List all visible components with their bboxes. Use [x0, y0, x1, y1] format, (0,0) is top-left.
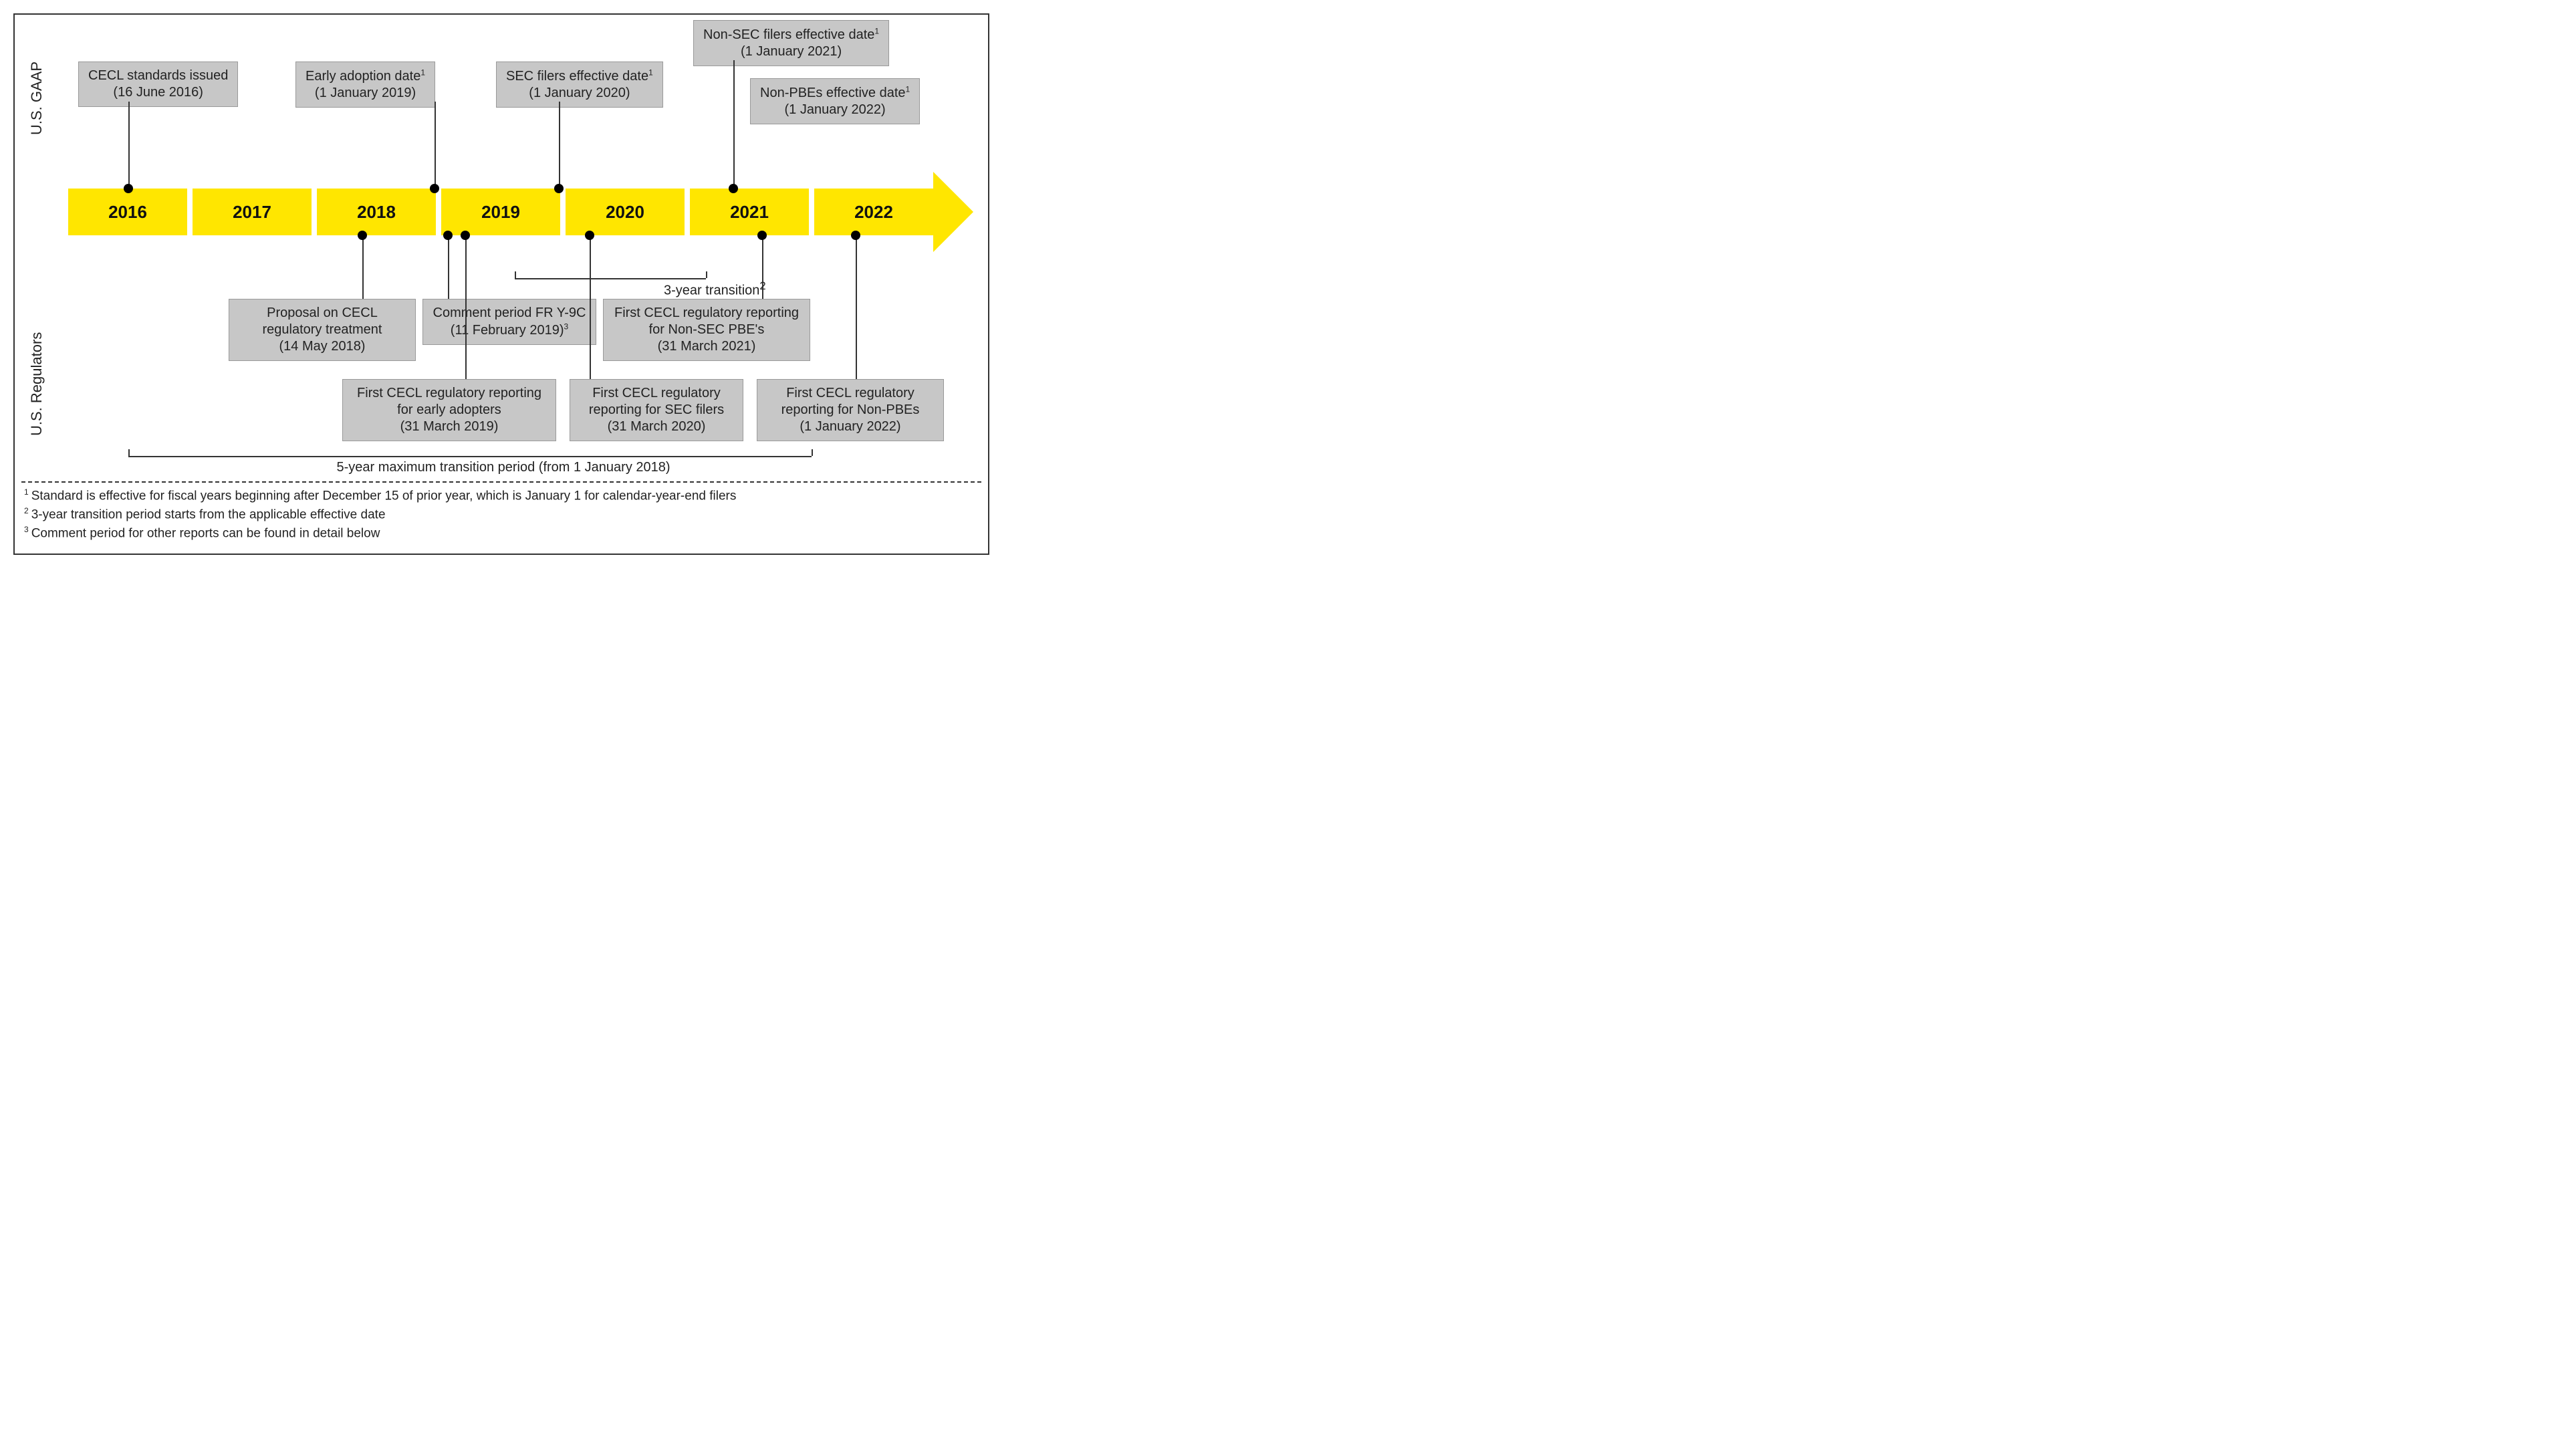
year-block-2021: 2021	[690, 189, 809, 235]
footnotes: 1Standard is effective for fiscal years …	[24, 487, 979, 543]
section-label-gaap: U.S. GAAP	[28, 48, 45, 135]
timeline-axis: 2016201720182019202020212022	[68, 189, 977, 235]
connector-comment	[448, 239, 449, 299]
event-title: Early adoption date1	[305, 69, 425, 84]
connector-cecl-issued	[128, 102, 130, 185]
footnote-1: 1Standard is effective for fiscal years …	[24, 487, 979, 505]
event-date: (31 March 2019)	[400, 419, 499, 434]
event-date: (11 February 2019)3	[451, 323, 568, 338]
event-title: First CECL regulatory reporting for earl…	[357, 386, 541, 417]
dot-first-nonsec	[757, 231, 767, 240]
event-title: First CECL regulatory reporting for SEC …	[589, 386, 724, 417]
event-proposal: Proposal on CECL regulatory treatment (14…	[229, 299, 416, 361]
connector-first-nonpbe	[856, 239, 857, 379]
bracket-5year-tick	[812, 449, 813, 456]
event-title: First CECL regulatory reporting for Non-…	[614, 306, 799, 337]
event-date: (1 January 2019)	[315, 86, 416, 100]
event-first-nonpbe: First CECL regulatory reporting for Non-…	[757, 379, 944, 441]
event-date: (31 March 2020)	[608, 419, 706, 434]
bracket-5year-line	[128, 456, 812, 457]
event-date: (1 January 2022)	[800, 419, 900, 434]
connector-sec-filers	[559, 102, 560, 185]
dot-early-adopt	[430, 184, 439, 193]
event-title: CECL standards issued	[88, 68, 228, 83]
event-date: (14 May 2018)	[279, 339, 366, 354]
bracket-3year-label: 3-year transition2	[664, 279, 766, 299]
timeline-diagram: U.S. GAAP U.S. Regulators 20162017201820…	[13, 13, 989, 555]
event-date: (1 January 2022)	[785, 102, 886, 117]
dot-cecl-issued	[124, 184, 133, 193]
dot-comment	[443, 231, 453, 240]
event-title: Comment period FR Y-9C	[433, 306, 586, 320]
connector-non-sec	[733, 60, 735, 185]
dot-first-early	[461, 231, 470, 240]
event-non-sec: Non-SEC filers effective date1 (1 January…	[693, 20, 889, 66]
connector-first-early	[465, 239, 467, 379]
bracket-3year-tick	[706, 271, 707, 278]
event-title: SEC filers effective date1	[506, 69, 653, 84]
dot-non-sec	[729, 184, 738, 193]
event-first-early: First CECL regulatory reporting for earl…	[342, 379, 556, 441]
connector-first-sec	[590, 239, 591, 379]
year-block-2018: 2018	[317, 189, 436, 235]
connector-early-adopt	[435, 102, 436, 185]
year-block-2022: 2022	[814, 189, 933, 235]
event-cecl-issued: CECL standards issued (16 June 2016)	[78, 62, 238, 107]
event-date: (31 March 2021)	[658, 339, 756, 354]
footnotes-divider	[21, 481, 981, 483]
dot-sec-filers	[554, 184, 564, 193]
connector-proposal	[362, 239, 364, 299]
year-block-2020: 2020	[566, 189, 685, 235]
dot-first-sec	[585, 231, 594, 240]
dot-proposal	[358, 231, 367, 240]
footnote-3: 3Comment period for other reports can be…	[24, 524, 979, 543]
event-comment: Comment period FR Y-9C (11 February 2019)…	[422, 299, 596, 345]
year-block-2016: 2016	[68, 189, 187, 235]
dot-first-nonpbe	[851, 231, 860, 240]
section-label-regulators: U.S. Regulators	[28, 295, 45, 436]
event-first-nonsec: First CECL regulatory reporting for Non-…	[603, 299, 810, 361]
event-early-adopt: Early adoption date1 (1 January 2019)	[295, 62, 435, 108]
event-title: Non-PBEs effective date1	[760, 86, 910, 100]
bracket-5year-label: 5-year maximum transition period (from 1…	[303, 460, 704, 475]
event-title: Non-SEC filers effective date1	[703, 27, 879, 42]
event-date: (1 January 2020)	[529, 86, 630, 100]
timeline-arrowhead	[933, 172, 973, 252]
footnote-2: 23-year transition period starts from th…	[24, 505, 979, 524]
bracket-3year-tick	[515, 271, 516, 278]
event-title: First CECL regulatory reporting for Non-…	[781, 386, 920, 417]
event-non-pbe: Non-PBEs effective date1 (1 January 2022)	[750, 78, 920, 124]
event-date: (16 June 2016)	[113, 85, 203, 100]
event-date: (1 January 2021)	[741, 44, 842, 59]
bracket-5year-tick	[128, 449, 130, 456]
event-first-sec: First CECL regulatory reporting for SEC …	[570, 379, 743, 441]
year-block-2019: 2019	[441, 189, 560, 235]
year-block-2017: 2017	[193, 189, 312, 235]
event-title: Proposal on CECL regulatory treatment	[263, 306, 382, 337]
event-sec-filers: SEC filers effective date1 (1 January 202…	[496, 62, 663, 108]
